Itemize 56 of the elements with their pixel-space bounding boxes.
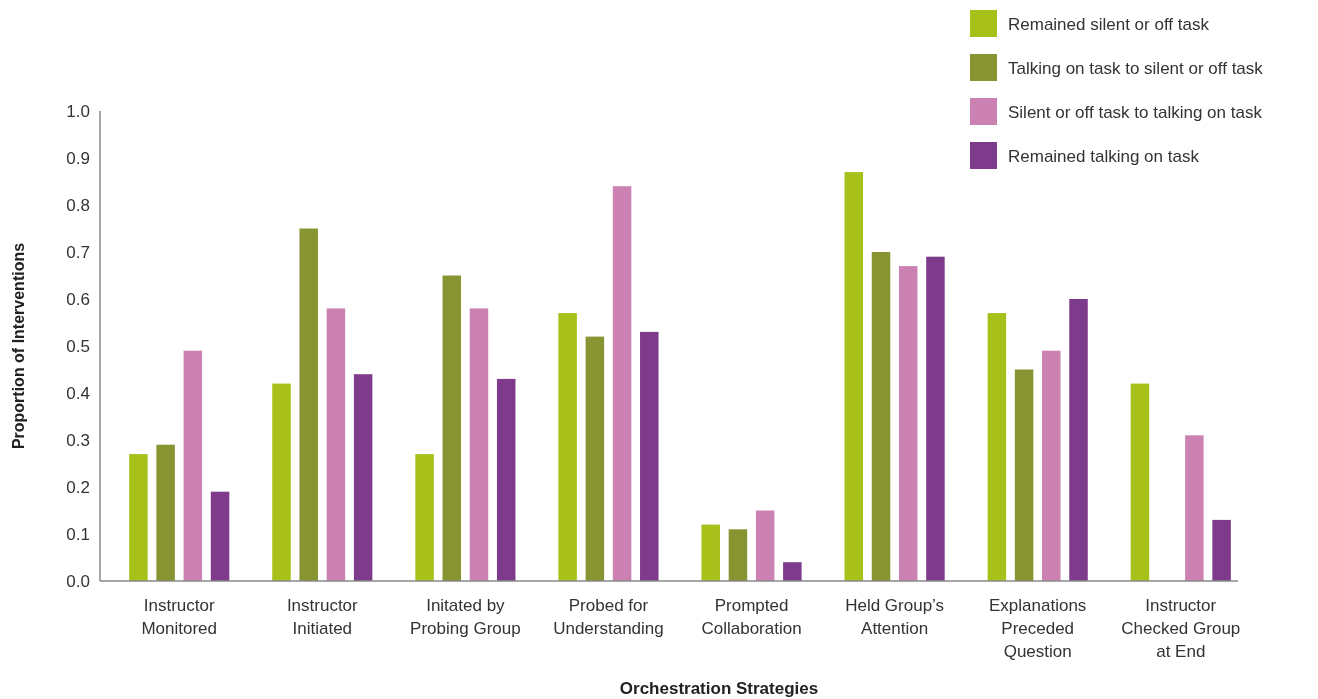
bar xyxy=(415,454,434,581)
y-tick-label: 0.9 xyxy=(66,148,90,168)
y-tick-label: 0.3 xyxy=(66,430,90,450)
bar xyxy=(1130,383,1150,581)
bar xyxy=(755,510,775,581)
bar xyxy=(844,172,864,581)
bar xyxy=(326,308,346,581)
bar xyxy=(871,252,891,581)
bar xyxy=(1185,435,1204,581)
bar xyxy=(183,350,203,581)
bar xyxy=(469,308,489,581)
x-tick-label: Instructor Initiated xyxy=(286,596,359,638)
legend-label: Remained silent or off task xyxy=(1008,14,1210,34)
bar xyxy=(496,378,516,581)
y-tick-label: 1.0 xyxy=(66,101,90,121)
legend-label: Remained talking on task xyxy=(1008,146,1200,166)
y-tick-label: 0.5 xyxy=(66,336,90,356)
bar xyxy=(1042,350,1061,581)
y-axis-title: Proportion of Interventions xyxy=(10,242,27,450)
x-tick-label: Instructor Checked Group at End xyxy=(1121,596,1241,661)
x-tick-label: Instructor Monitored xyxy=(141,596,218,638)
x-tick-label: Explanations Preceded Question xyxy=(989,596,1087,661)
bar xyxy=(353,374,373,581)
bar xyxy=(701,524,720,581)
x-tick-label: Held Group’s Attention xyxy=(845,596,945,638)
bar xyxy=(640,331,659,581)
y-tick-label: 0.6 xyxy=(66,289,90,309)
bar xyxy=(585,336,605,581)
bar xyxy=(1069,299,1088,581)
bar xyxy=(898,266,918,581)
bar xyxy=(129,454,148,581)
bar xyxy=(442,275,462,581)
bar xyxy=(558,313,577,581)
bar xyxy=(612,186,632,581)
x-tick-label: Probed for Understanding xyxy=(553,596,664,638)
bar xyxy=(1212,519,1231,581)
y-tick-label: 0.8 xyxy=(66,195,90,215)
bar xyxy=(299,228,318,581)
y-tick-label: 0.4 xyxy=(66,383,90,403)
bar xyxy=(210,491,230,581)
y-tick-label: 0.0 xyxy=(66,571,90,591)
x-tick-label: Prompted Collaboration xyxy=(701,596,802,638)
y-tick-label: 0.1 xyxy=(66,524,90,544)
y-tick-label: 0.7 xyxy=(66,242,90,262)
bar xyxy=(156,444,175,581)
bar xyxy=(728,529,748,581)
legend-label: Silent or off task to talking on task xyxy=(1008,102,1263,122)
legend-label: Talking on task to silent or off task xyxy=(1008,58,1264,78)
bar xyxy=(926,256,945,581)
bar xyxy=(783,562,802,581)
bar xyxy=(272,383,291,581)
x-axis-title: Orchestration Strategies xyxy=(619,679,819,698)
bar xyxy=(1014,369,1034,581)
bar xyxy=(987,313,1007,581)
x-tick-label: Initated by Probing Group xyxy=(410,596,521,638)
y-tick-label: 0.2 xyxy=(66,477,90,497)
